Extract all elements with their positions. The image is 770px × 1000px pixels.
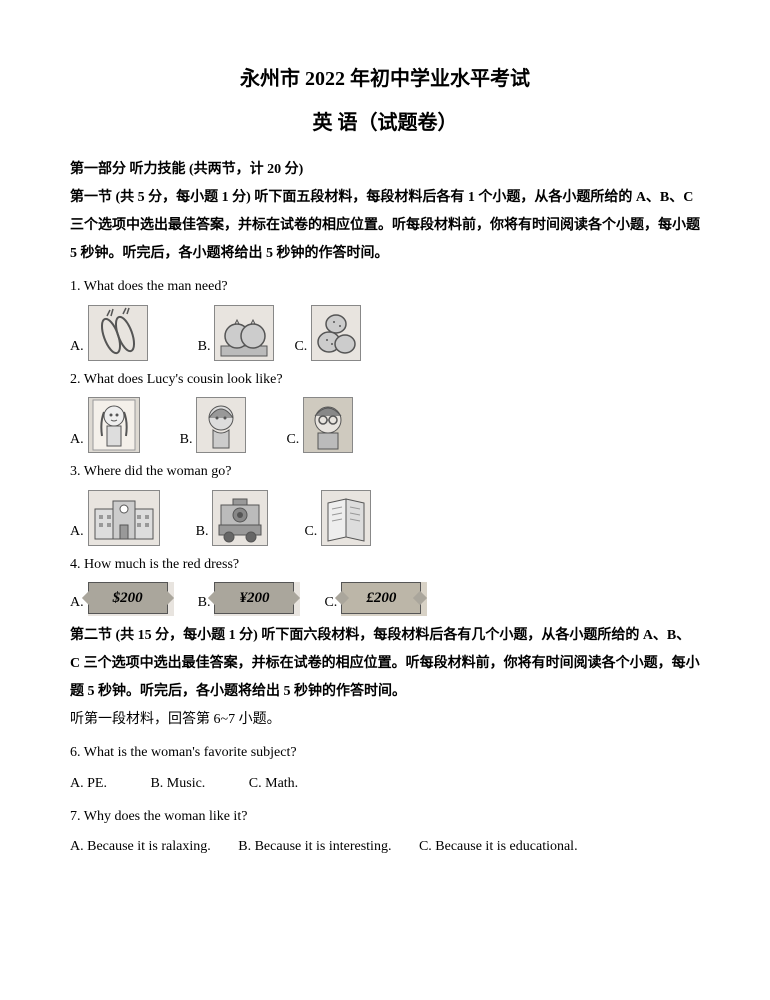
question-6: 6. What is the woman's favorite subject? xyxy=(70,740,700,767)
q2-image-a xyxy=(88,397,140,453)
q1-image-b xyxy=(214,305,274,361)
price-tag-pound: £200 xyxy=(341,582,421,614)
q4-image-c: £200 xyxy=(341,582,427,616)
q6-choices: A. PE. B. Music. C. Math. xyxy=(70,771,700,798)
question-7: 7. Why does the woman like it? xyxy=(70,804,700,831)
q3-choices: A. B. C. xyxy=(70,490,700,546)
q7-choices: A. Because it is ralaxing. B. Because it… xyxy=(70,834,700,861)
label-a: A. xyxy=(70,519,84,546)
question-2: 2. What does Lucy's cousin look like? xyxy=(70,367,700,394)
label-c: C. xyxy=(304,519,317,546)
question-1: 1. What does the man need? xyxy=(70,274,700,301)
boy-glasses-icon xyxy=(304,398,352,452)
part1-heading: 第一部分 听力技能 (共两节，计 20 分) xyxy=(70,156,700,184)
label-a: A. xyxy=(70,590,84,617)
q3-image-a xyxy=(88,490,160,546)
section2-intro: 第二节 (共 15 分，每小题 1 分) 听下面六段材料，每段材料后各有几个小题… xyxy=(70,622,700,706)
open-book-icon xyxy=(322,491,370,545)
question-4: 4. How much is the red dress? xyxy=(70,552,700,579)
q2-choices: A. B. C. xyxy=(70,397,700,453)
label-b: B. xyxy=(196,519,209,546)
q6-b: B. Music. xyxy=(150,771,205,798)
q3-image-c xyxy=(321,490,371,546)
tomatoes-icon xyxy=(215,306,273,360)
camera-car-icon xyxy=(213,491,267,545)
label-a: A. xyxy=(70,427,84,454)
q7-b: B. Because it is interesting. xyxy=(238,834,391,861)
section2-sub1: 听第一段材料，回答第 6~7 小题。 xyxy=(70,706,700,734)
q2-image-c xyxy=(303,397,353,453)
q7-c: C. Because it is educational. xyxy=(419,834,578,861)
label-b: B. xyxy=(180,427,193,454)
q6-a: A. PE. xyxy=(70,771,107,798)
price-tag-dollar: $200 xyxy=(88,582,168,614)
q7-a: A. Because it is ralaxing. xyxy=(70,834,211,861)
q4-choices: A. $200 B. ¥200 C. £200 xyxy=(70,582,700,616)
girl-braids-icon xyxy=(89,398,139,452)
potatoes-icon xyxy=(312,306,360,360)
q1-image-a xyxy=(88,305,148,361)
school-building-icon xyxy=(89,491,159,545)
q4-image-a: $200 xyxy=(88,582,174,616)
q1-choices: A. B. C. xyxy=(70,305,700,361)
label-c: C. xyxy=(286,427,299,454)
label-a: A. xyxy=(70,334,84,361)
question-3: 3. Where did the woman go? xyxy=(70,459,700,486)
q6-c: C. Math. xyxy=(249,771,298,798)
label-b: B. xyxy=(198,334,211,361)
carrots-icon xyxy=(89,306,147,360)
q3-image-b xyxy=(212,490,268,546)
exam-title-subject: 英 语（试题卷） xyxy=(70,104,700,142)
label-c: C. xyxy=(294,334,307,361)
q2-image-b xyxy=(196,397,246,453)
price-tag-yen: ¥200 xyxy=(214,582,294,614)
label-b: B. xyxy=(198,590,211,617)
label-c: C. xyxy=(324,590,337,617)
q1-image-c xyxy=(311,305,361,361)
q4-image-b: ¥200 xyxy=(214,582,300,616)
exam-title-city: 永州市 2022 年初中学业水平考试 xyxy=(70,60,700,98)
section1-intro: 第一节 (共 5 分，每小题 1 分) 听下面五段材料，每段材料后各有 1 个小… xyxy=(70,184,700,268)
girl-short-hair-icon xyxy=(197,398,245,452)
